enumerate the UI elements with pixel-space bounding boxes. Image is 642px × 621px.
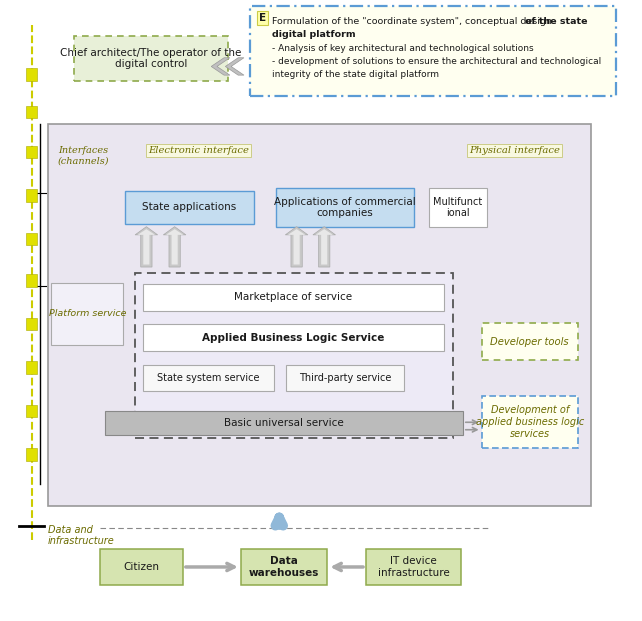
- Bar: [276, 188, 414, 227]
- Text: Interfaces
(channels): Interfaces (channels): [58, 146, 109, 165]
- Text: State applications: State applications: [143, 202, 236, 212]
- Text: Applications of commercial
companies: Applications of commercial companies: [274, 197, 416, 218]
- Bar: [26, 146, 37, 158]
- Polygon shape: [315, 229, 333, 265]
- Text: integrity of the state digital platform: integrity of the state digital platform: [272, 70, 438, 78]
- Text: Multifunct
ional: Multifunct ional: [433, 197, 482, 218]
- Bar: [143, 324, 444, 351]
- Bar: [241, 549, 327, 585]
- Bar: [100, 549, 183, 585]
- Polygon shape: [288, 229, 306, 265]
- Polygon shape: [211, 58, 230, 75]
- Text: Third-party service: Third-party service: [299, 373, 391, 383]
- Text: Platform service: Platform service: [49, 309, 126, 318]
- Text: Marketplace of service: Marketplace of service: [234, 292, 352, 302]
- Text: Development of
applied business logic
services: Development of applied business logic se…: [476, 406, 584, 438]
- Bar: [143, 365, 274, 391]
- Text: Chief architect/The operator of the
digital control: Chief architect/The operator of the digi…: [60, 48, 241, 69]
- Polygon shape: [225, 58, 244, 75]
- Text: - Analysis of key architectural and technological solutions: - Analysis of key architectural and tech…: [272, 44, 534, 53]
- Text: Formulation of the "coordinate system", conceptual design: Formulation of the "coordinate system", …: [272, 17, 555, 26]
- Bar: [26, 405, 37, 417]
- Bar: [429, 188, 487, 227]
- Bar: [26, 318, 37, 330]
- Text: of the state: of the state: [525, 17, 587, 26]
- Text: Data
warehouses: Data warehouses: [249, 556, 319, 578]
- Bar: [26, 189, 37, 202]
- Bar: [26, 68, 37, 81]
- Bar: [26, 361, 37, 374]
- Bar: [482, 396, 578, 448]
- Text: Applied Business Logic Service: Applied Business Logic Service: [202, 332, 385, 343]
- Text: State system service: State system service: [157, 373, 259, 383]
- Bar: [366, 549, 461, 585]
- Polygon shape: [285, 227, 308, 267]
- Text: Data and
infrastructure: Data and infrastructure: [48, 525, 115, 546]
- Bar: [26, 233, 37, 245]
- Bar: [48, 124, 591, 506]
- Bar: [250, 6, 616, 96]
- Bar: [143, 284, 444, 310]
- Bar: [482, 323, 578, 360]
- Bar: [125, 191, 254, 224]
- Bar: [135, 273, 453, 438]
- Text: Electronic interface: Electronic interface: [148, 146, 248, 155]
- Text: - development of solutions to ensure the architectural and technological: - development of solutions to ensure the…: [272, 57, 601, 66]
- Bar: [286, 365, 404, 391]
- Text: Developer tools: Developer tools: [490, 337, 569, 347]
- Text: E: E: [259, 13, 266, 23]
- Bar: [26, 274, 37, 287]
- Text: Physical interface: Physical interface: [469, 146, 560, 155]
- Polygon shape: [137, 229, 155, 265]
- Text: digital platform: digital platform: [272, 30, 355, 39]
- Text: Basic universal service: Basic universal service: [224, 418, 343, 428]
- Text: IT device
infrastructure: IT device infrastructure: [377, 556, 449, 578]
- Bar: [257, 11, 268, 25]
- Polygon shape: [313, 227, 336, 267]
- Bar: [105, 411, 463, 435]
- Polygon shape: [135, 227, 158, 267]
- Bar: [51, 283, 123, 345]
- Bar: [26, 106, 37, 118]
- Bar: [74, 36, 228, 81]
- Polygon shape: [163, 227, 186, 267]
- Bar: [26, 448, 37, 461]
- Polygon shape: [166, 229, 184, 265]
- Text: Citizen: Citizen: [123, 562, 159, 572]
